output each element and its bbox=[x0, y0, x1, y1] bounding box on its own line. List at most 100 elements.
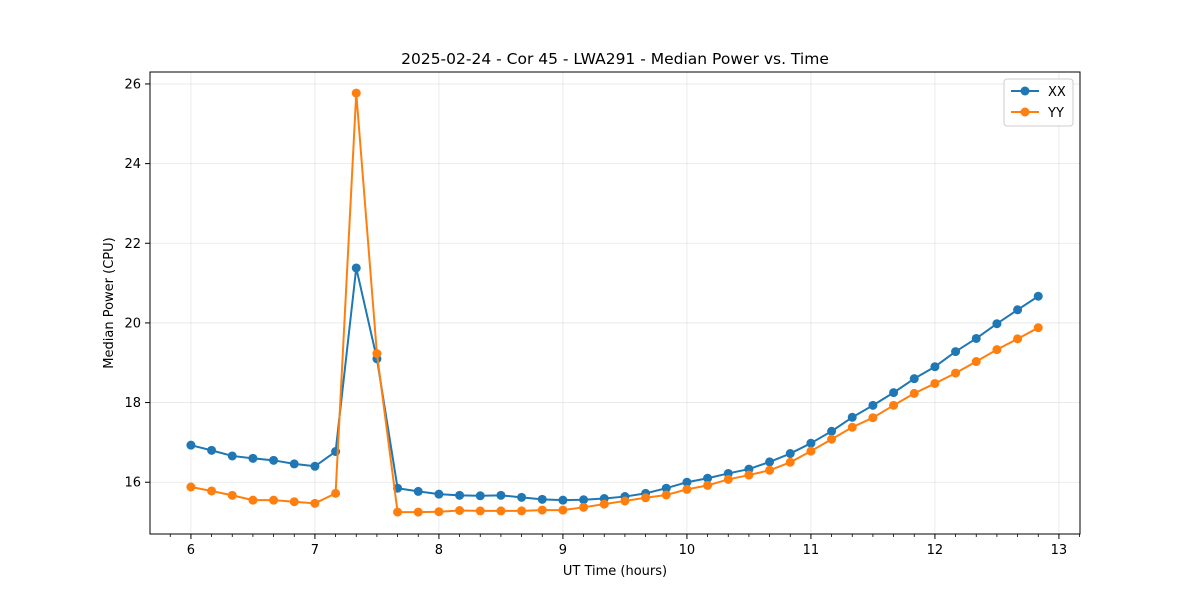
data-point bbox=[847, 422, 857, 432]
axes: 6 7 8 9 10 11 12 13 16 18 20 22 24 26 bbox=[124, 77, 1080, 558]
data-point bbox=[620, 496, 630, 506]
data-point bbox=[971, 357, 981, 367]
data-point bbox=[455, 490, 465, 500]
data-point bbox=[269, 455, 279, 465]
data-point bbox=[703, 480, 713, 490]
data-point bbox=[992, 345, 1002, 355]
data-point bbox=[723, 474, 733, 484]
x-tick-label: 11 bbox=[803, 543, 820, 558]
x-tick-label: 6 bbox=[187, 543, 195, 558]
data-point bbox=[661, 483, 671, 493]
data-point bbox=[475, 506, 485, 516]
data-point bbox=[351, 88, 361, 98]
data-point bbox=[951, 368, 961, 378]
data-point bbox=[599, 499, 609, 509]
legend: XX YY bbox=[1003, 78, 1074, 127]
data-point bbox=[806, 438, 816, 448]
data-point bbox=[765, 465, 775, 475]
data-point bbox=[455, 506, 465, 516]
data-point bbox=[537, 494, 547, 504]
data-point bbox=[310, 498, 320, 508]
x-axis-title: UT Time (hours) bbox=[563, 564, 667, 579]
data-point bbox=[289, 459, 299, 469]
data-point bbox=[393, 507, 403, 517]
data-point bbox=[517, 506, 527, 516]
data-point bbox=[269, 495, 279, 505]
data-point bbox=[475, 491, 485, 501]
series-yy bbox=[186, 88, 1043, 517]
data-point bbox=[930, 362, 940, 372]
data-point bbox=[207, 486, 217, 496]
data-point bbox=[827, 426, 837, 436]
legend-marker-yy bbox=[1020, 107, 1030, 117]
data-point bbox=[537, 505, 547, 515]
series-xx bbox=[186, 263, 1043, 505]
data-point bbox=[661, 490, 671, 500]
data-point bbox=[992, 319, 1002, 329]
data-point bbox=[434, 507, 444, 517]
data-point bbox=[434, 489, 444, 499]
data-point bbox=[331, 488, 341, 498]
data-point bbox=[703, 473, 713, 483]
data-point bbox=[558, 495, 568, 505]
data-point bbox=[310, 461, 320, 471]
data-point bbox=[558, 505, 568, 515]
data-point bbox=[641, 493, 651, 503]
data-point bbox=[496, 490, 506, 500]
data-point bbox=[351, 263, 361, 273]
data-point bbox=[207, 445, 217, 455]
data-point bbox=[785, 457, 795, 467]
data-point bbox=[413, 507, 423, 517]
data-point bbox=[413, 486, 423, 496]
data-point bbox=[951, 347, 961, 357]
data-point bbox=[1033, 323, 1043, 333]
x-tick-label: 9 bbox=[559, 543, 567, 558]
data-point bbox=[868, 413, 878, 423]
x-tick-label: 8 bbox=[435, 543, 443, 558]
data-point bbox=[889, 388, 899, 398]
data-point bbox=[889, 400, 899, 410]
data-point bbox=[806, 446, 816, 456]
data-point bbox=[496, 506, 506, 516]
y-tick-label: 16 bbox=[124, 476, 141, 491]
data-point bbox=[372, 349, 382, 359]
data-point bbox=[227, 490, 237, 500]
x-tick-label: 10 bbox=[679, 543, 696, 558]
data-point bbox=[579, 495, 589, 505]
data-point bbox=[1013, 334, 1023, 344]
data-point bbox=[682, 484, 692, 494]
legend-label-yy: YY bbox=[1047, 106, 1064, 121]
data-point bbox=[909, 374, 919, 384]
data-point bbox=[227, 451, 237, 461]
x-tick-label: 12 bbox=[927, 543, 944, 558]
data-point bbox=[682, 477, 692, 487]
plot-frame bbox=[149, 71, 1081, 535]
data-point bbox=[765, 457, 775, 467]
data-point bbox=[1033, 291, 1043, 301]
legend-label-xx: XX bbox=[1048, 85, 1066, 100]
data-point bbox=[785, 449, 795, 459]
legend-marker-xx bbox=[1020, 86, 1030, 96]
data-point bbox=[289, 497, 299, 507]
y-tick-label: 18 bbox=[124, 396, 141, 411]
data-point bbox=[186, 440, 196, 450]
y-tick-label: 22 bbox=[124, 237, 141, 252]
data-point bbox=[517, 492, 527, 502]
x-tick-label: 13 bbox=[1051, 543, 1068, 558]
data-point bbox=[827, 434, 837, 444]
data-point bbox=[186, 482, 196, 492]
data-point bbox=[579, 502, 589, 512]
y-tick-label: 26 bbox=[124, 77, 141, 92]
data-point bbox=[971, 333, 981, 343]
data-point bbox=[744, 470, 754, 480]
data-point bbox=[868, 400, 878, 410]
y-tick-label: 20 bbox=[124, 316, 141, 331]
y-tick-label: 24 bbox=[124, 157, 141, 172]
data-point bbox=[248, 495, 258, 505]
grid bbox=[150, 72, 1080, 534]
series-layer bbox=[186, 88, 1043, 517]
data-point bbox=[909, 388, 919, 398]
y-axis-title: Median Power (CPU) bbox=[102, 237, 117, 368]
x-tick-label: 7 bbox=[311, 543, 319, 558]
